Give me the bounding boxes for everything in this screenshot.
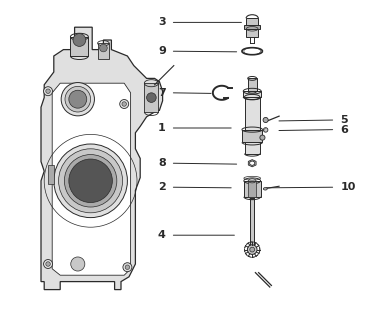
Text: 5: 5 xyxy=(340,115,348,125)
Polygon shape xyxy=(248,160,256,167)
Text: 1: 1 xyxy=(158,123,166,133)
Bar xyxy=(249,181,256,197)
Circle shape xyxy=(100,44,107,52)
Circle shape xyxy=(64,155,117,207)
Circle shape xyxy=(65,86,91,112)
Circle shape xyxy=(263,117,268,123)
Circle shape xyxy=(247,245,257,254)
Bar xyxy=(246,29,258,37)
Circle shape xyxy=(73,34,86,46)
Bar xyxy=(144,83,158,112)
Bar xyxy=(244,25,260,29)
Bar xyxy=(250,198,254,245)
Text: 7: 7 xyxy=(158,88,166,98)
Bar xyxy=(244,181,261,197)
Bar xyxy=(70,37,88,56)
Bar xyxy=(48,165,54,184)
Circle shape xyxy=(123,263,132,272)
Circle shape xyxy=(59,149,123,213)
Circle shape xyxy=(61,83,95,116)
Text: 4: 4 xyxy=(158,230,166,240)
Bar xyxy=(246,18,258,25)
Circle shape xyxy=(46,262,50,266)
Polygon shape xyxy=(52,83,130,275)
Circle shape xyxy=(69,159,112,203)
Circle shape xyxy=(120,100,129,108)
Ellipse shape xyxy=(263,188,267,190)
Circle shape xyxy=(69,90,87,108)
Text: 9: 9 xyxy=(158,46,166,56)
Text: 10: 10 xyxy=(340,182,356,192)
Text: 2: 2 xyxy=(158,182,166,192)
Bar xyxy=(248,78,257,91)
Circle shape xyxy=(44,87,52,96)
Polygon shape xyxy=(250,161,255,165)
Bar xyxy=(242,130,262,142)
Circle shape xyxy=(71,257,85,271)
Polygon shape xyxy=(41,27,163,290)
Circle shape xyxy=(122,102,127,106)
Circle shape xyxy=(54,144,127,218)
Bar xyxy=(98,43,109,59)
Text: 8: 8 xyxy=(158,158,166,168)
Bar xyxy=(243,91,261,97)
Text: 6: 6 xyxy=(340,124,348,135)
Bar xyxy=(244,142,260,154)
Circle shape xyxy=(125,265,130,269)
Circle shape xyxy=(250,247,255,252)
Circle shape xyxy=(46,89,50,93)
Circle shape xyxy=(44,260,52,268)
Circle shape xyxy=(260,135,265,140)
Circle shape xyxy=(263,128,268,132)
Circle shape xyxy=(147,93,156,102)
Bar xyxy=(244,97,260,130)
Text: 3: 3 xyxy=(158,17,166,28)
